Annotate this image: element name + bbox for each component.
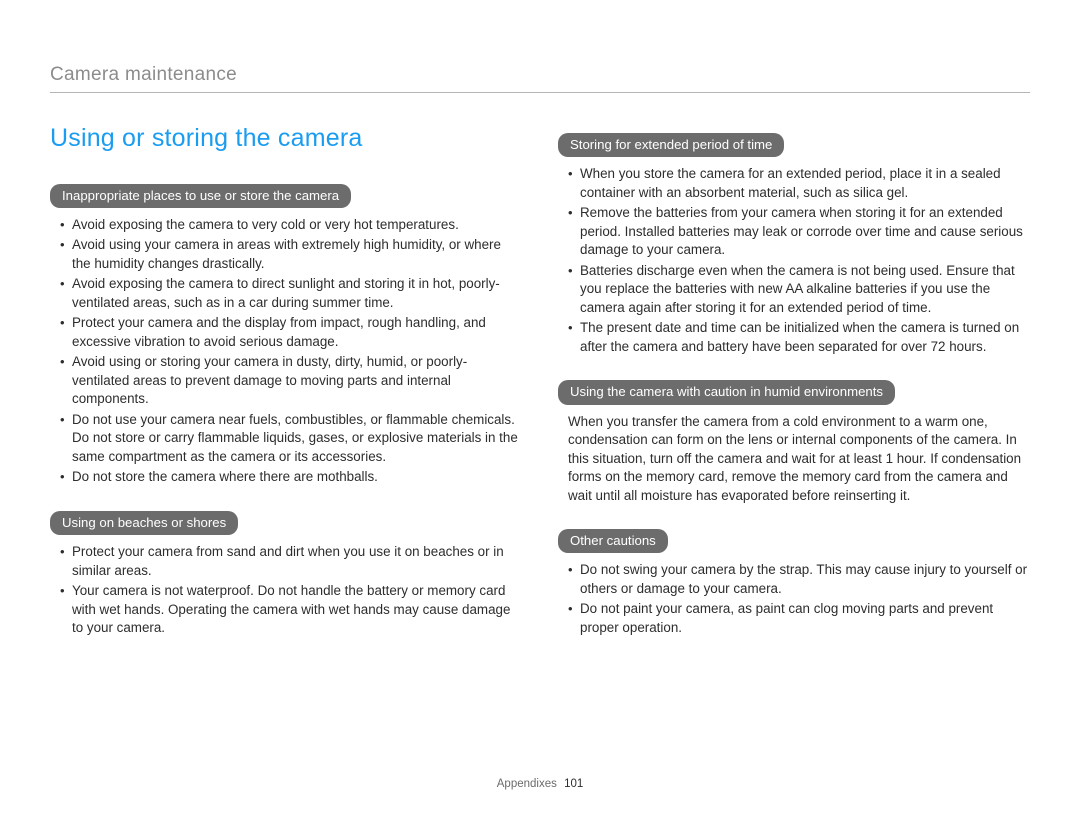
- page-number: 101: [564, 778, 583, 790]
- list-item: Avoid exposing the camera to direct sunl…: [62, 275, 522, 312]
- list-item: Protect your camera and the display from…: [62, 314, 522, 351]
- section-heading-humid-environments: Using the camera with caution in humid e…: [558, 380, 895, 404]
- list-item: Protect your camera from sand and dirt w…: [62, 543, 522, 580]
- list-item: Do not store the camera where there are …: [62, 468, 522, 487]
- other-cautions-list: Do not swing your camera by the strap. T…: [558, 561, 1030, 637]
- footer-section-label: Appendixes: [497, 778, 557, 790]
- manual-page: Camera maintenance Using or storing the …: [0, 0, 1080, 815]
- list-item: Avoid using your camera in areas with ex…: [62, 236, 522, 273]
- beaches-list: Protect your camera from sand and dirt w…: [50, 543, 522, 638]
- section-heading-extended-storage: Storing for extended period of time: [558, 133, 784, 157]
- list-item: Do not paint your camera, as paint can c…: [570, 600, 1030, 637]
- main-title: Using or storing the camera: [50, 121, 522, 156]
- right-column: Storing for extended period of time When…: [558, 121, 1030, 655]
- section-heading-beaches: Using on beaches or shores: [50, 511, 238, 535]
- inappropriate-places-list: Avoid exposing the camera to very cold o…: [50, 216, 522, 487]
- content-columns: Using or storing the camera Inappropriat…: [50, 121, 1030, 655]
- list-item: The present date and time can be initial…: [570, 319, 1030, 356]
- left-column: Using or storing the camera Inappropriat…: [50, 121, 522, 655]
- humid-environments-paragraph: When you transfer the camera from a cold…: [558, 413, 1030, 506]
- list-item: Avoid exposing the camera to very cold o…: [62, 216, 522, 235]
- list-item: Do not use your camera near fuels, combu…: [62, 411, 522, 467]
- section-heading-other-cautions: Other cautions: [558, 529, 668, 553]
- list-item: Avoid using or storing your camera in du…: [62, 353, 522, 409]
- page-header: Camera maintenance: [50, 62, 1030, 93]
- list-item: Remove the batteries from your camera wh…: [570, 204, 1030, 260]
- list-item: Batteries discharge even when the camera…: [570, 262, 1030, 318]
- page-footer: Appendixes 101: [0, 777, 1080, 793]
- list-item: When you store the camera for an extende…: [570, 165, 1030, 202]
- extended-storage-list: When you store the camera for an extende…: [558, 165, 1030, 356]
- section-heading-inappropriate-places: Inappropriate places to use or store the…: [50, 184, 351, 208]
- list-item: Your camera is not waterproof. Do not ha…: [62, 582, 522, 638]
- list-item: Do not swing your camera by the strap. T…: [570, 561, 1030, 598]
